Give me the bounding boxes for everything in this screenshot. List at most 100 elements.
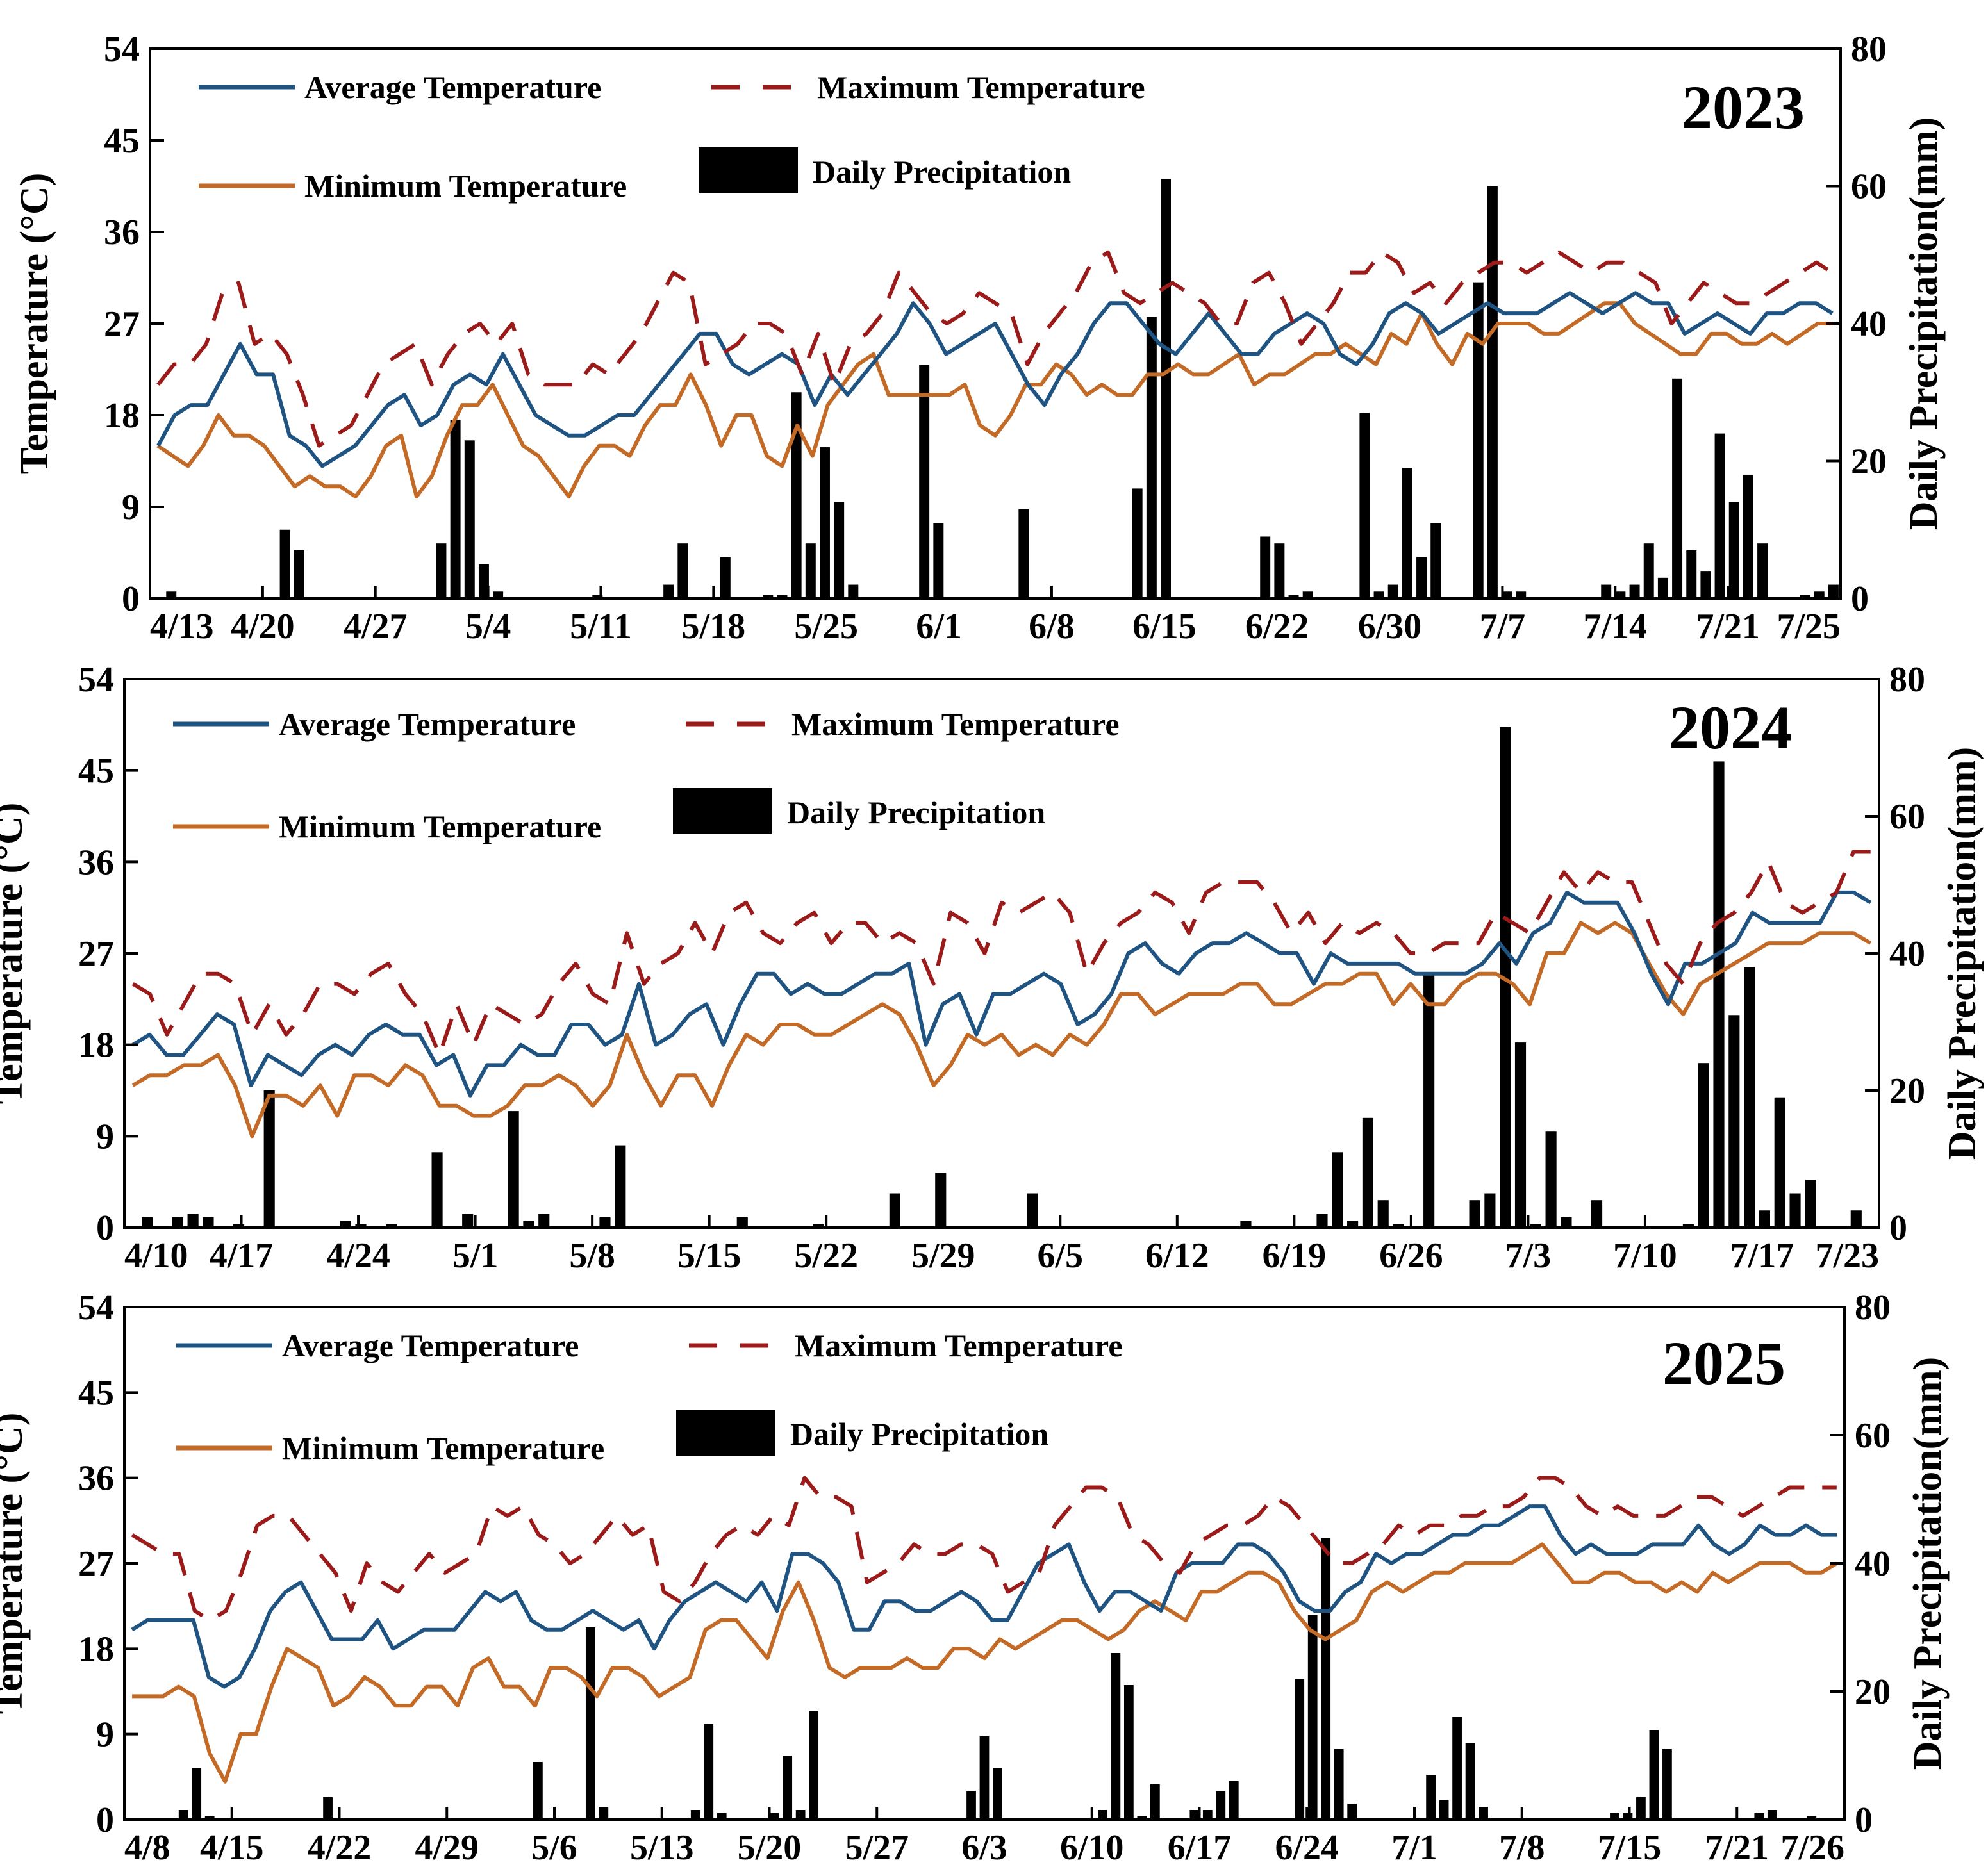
- precipitation-bar: [1240, 1221, 1252, 1228]
- precipitation-bar: [1516, 591, 1527, 598]
- x-tick-label: 5/18: [682, 607, 746, 646]
- legend-precipitation-label: Daily Precipitation: [813, 154, 1071, 190]
- precipitation-bar: [340, 1221, 351, 1228]
- precipitation-bar: [1530, 1224, 1541, 1228]
- precipitation-bar: [166, 591, 177, 598]
- x-tick-label: 5/22: [794, 1236, 858, 1276]
- precipitation-bar: [323, 1797, 333, 1820]
- precipitation-bar: [1146, 317, 1157, 598]
- precipitation-bar: [1359, 413, 1370, 598]
- precipitation-bar: [1416, 557, 1427, 598]
- precipitation-bar: [1465, 1743, 1475, 1820]
- precipitation-bar: [1132, 488, 1143, 598]
- y2-tick-label: 80: [1851, 29, 1887, 69]
- precipitation-bar: [1805, 1180, 1816, 1228]
- precipitation-bar: [663, 584, 674, 598]
- precipitation-bar: [1288, 595, 1299, 598]
- y-tick-label: 18: [104, 396, 140, 436]
- precipitation-bar: [1469, 1200, 1480, 1228]
- y2-tick-label: 0: [1855, 1800, 1873, 1840]
- y-tick-label: 18: [78, 1026, 114, 1066]
- precipitation-bar: [809, 1711, 819, 1820]
- precipitation-bar: [795, 1810, 806, 1820]
- precipitation-bar: [1137, 1816, 1147, 1820]
- precipitation-bar: [805, 543, 816, 598]
- precipitation-bar: [1229, 1781, 1239, 1820]
- minimum-temperature-line: [132, 1542, 1838, 1784]
- precipitation-bar: [431, 1152, 443, 1228]
- y-tick-label: 0: [122, 579, 140, 619]
- x-tick-label: 7/21: [1705, 1828, 1769, 1868]
- precipitation-bar: [1789, 1193, 1801, 1228]
- precipitation-bar: [592, 595, 603, 598]
- precipitation-bar: [1767, 1810, 1777, 1820]
- x-tick-label: 4/8: [124, 1828, 170, 1868]
- x-tick-label: 6/10: [1060, 1828, 1124, 1868]
- x-tick-label: 7/17: [1730, 1236, 1794, 1276]
- precipitation-bar: [1728, 1015, 1740, 1228]
- precipitation-bar: [1027, 1193, 1038, 1228]
- y2-tick-label: 80: [1889, 660, 1925, 700]
- average-temperature-line: [156, 291, 1834, 468]
- precipitation-bar: [763, 595, 774, 598]
- y-tick-label: 36: [104, 213, 140, 252]
- x-tick-label: 5/13: [630, 1828, 694, 1868]
- precipitation-bar: [1850, 1210, 1862, 1228]
- y-tick-label: 36: [78, 843, 114, 882]
- x-tick-label: 5/4: [465, 607, 511, 646]
- y2-tick-label: 20: [1889, 1071, 1925, 1111]
- precipitation-bar: [233, 1224, 245, 1228]
- precipitation-bar: [690, 1810, 700, 1820]
- y-tick-label: 27: [78, 1544, 114, 1584]
- precipitation-bar: [533, 1762, 543, 1820]
- x-tick-label: 4/27: [344, 607, 408, 646]
- year-label: 2023: [1682, 73, 1805, 142]
- legend-precipitation-swatch: [676, 1410, 775, 1456]
- precipitation-bar: [192, 1768, 202, 1820]
- precipitation-bar: [1347, 1804, 1357, 1820]
- y-tick-label: 54: [104, 29, 140, 69]
- x-tick-label: 6/8: [1029, 607, 1075, 646]
- legend-minimum-label: Minimum Temperature: [282, 1430, 604, 1466]
- precipitation-bar: [1316, 1214, 1328, 1228]
- x-tick-label: 5/27: [845, 1828, 909, 1868]
- precipitation-bar: [1430, 523, 1441, 598]
- x-tick-label: 7/14: [1583, 607, 1647, 646]
- legend-maximum-label: Maximum Temperature: [791, 706, 1120, 742]
- precipitation-bar: [933, 523, 944, 598]
- x-tick-label: 7/8: [1499, 1828, 1545, 1868]
- precipitation-bar: [783, 1756, 793, 1820]
- precipitation-bar: [736, 1217, 748, 1228]
- precipitation-bar: [450, 420, 461, 598]
- precipitation-bar: [187, 1214, 199, 1228]
- x-tick-label: 6/12: [1145, 1236, 1209, 1276]
- precipitation-bar: [769, 1813, 779, 1820]
- precipitation-bar: [1426, 1775, 1436, 1820]
- precipitation-bar: [1307, 1615, 1318, 1820]
- x-tick-label: 6/15: [1132, 607, 1197, 646]
- precipitation-bar: [1452, 1717, 1462, 1820]
- x-tick-label: 4/17: [210, 1236, 274, 1276]
- precipitation-bar: [1643, 543, 1654, 598]
- precipitation-bar: [1757, 543, 1768, 598]
- precipitation-bar: [585, 1627, 595, 1820]
- y2-tick-label: 60: [1889, 797, 1925, 837]
- y-tick-label: 45: [78, 752, 114, 791]
- x-tick-label: 6/22: [1245, 607, 1309, 646]
- y-tick-label: 18: [78, 1629, 114, 1669]
- y-tick-label: 54: [78, 660, 114, 700]
- precipitation-bar: [204, 1816, 215, 1820]
- precipitation-bar: [263, 1090, 275, 1228]
- precipitation-bar: [615, 1145, 626, 1228]
- y2-axis-label: Daily Precipitation(mm): [1902, 117, 1946, 531]
- y2-axis-label: Daily Precipitation(mm): [1906, 1357, 1950, 1770]
- precipitation-bar: [1473, 282, 1484, 598]
- precipitation-bar: [493, 591, 504, 598]
- precipitation-bar: [1713, 761, 1725, 1228]
- y2-tick-label: 0: [1851, 579, 1869, 619]
- precipitation-bar: [478, 564, 489, 598]
- precipitation-bar: [1347, 1221, 1359, 1228]
- precipitation-bar: [142, 1217, 153, 1228]
- x-tick-label: 6/3: [961, 1828, 1007, 1868]
- x-tick-label: 7/7: [1480, 607, 1526, 646]
